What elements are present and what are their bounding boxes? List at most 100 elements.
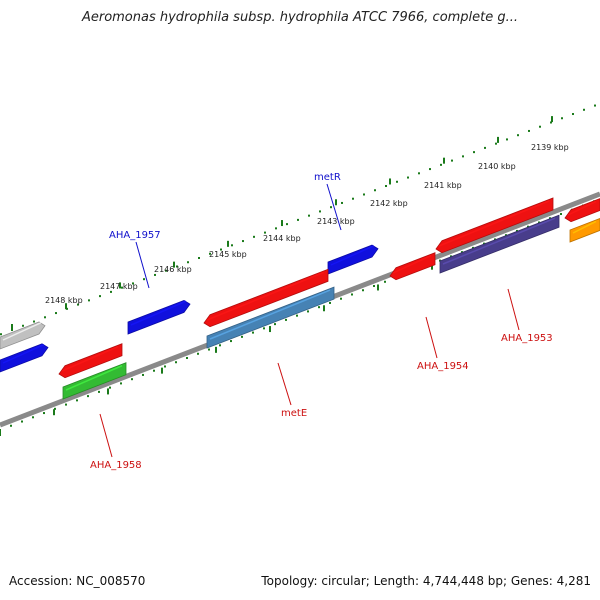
outer-ruler: 2148 kbp 2147 kbp 2146 kbp 2145 kbp 2144 kbp… xyxy=(0,104,596,336)
gene-arrow xyxy=(0,321,46,350)
ruler-dot xyxy=(495,142,497,145)
ruler-dot xyxy=(242,240,244,243)
gene-arrow xyxy=(0,343,49,373)
ruler-dot xyxy=(142,373,144,376)
ruler-dot xyxy=(76,399,78,402)
ruler-dot xyxy=(110,290,112,293)
ruler-dot xyxy=(451,159,453,162)
genome-stats-text: Topology: circular; Length: 4,744,448 bp… xyxy=(261,574,591,588)
ruler-dot xyxy=(0,333,2,336)
ruler-dot xyxy=(308,214,310,217)
ruler-label: 2140 kbp xyxy=(478,162,516,171)
ruler-dot xyxy=(197,352,199,355)
map-title: Aeromonas hydrophila subsp. hydrophila A… xyxy=(81,10,519,25)
gene-label: metE xyxy=(281,408,307,419)
ruler-dot xyxy=(572,113,574,116)
gene-arrow xyxy=(127,299,191,335)
gene-highlight xyxy=(572,220,597,234)
gene-leader-line xyxy=(99,413,113,458)
gene-features xyxy=(0,197,600,400)
ruler-dot xyxy=(43,412,45,415)
gene-highlight xyxy=(2,321,42,341)
ruler-dot xyxy=(407,176,409,179)
ruler-dot xyxy=(396,180,398,183)
ruler-dot xyxy=(65,403,67,406)
ruler-dot xyxy=(121,286,123,289)
ruler-label: 2142 kbp xyxy=(370,199,408,208)
gene-arrow xyxy=(206,286,335,349)
gene-highlight xyxy=(65,365,123,391)
ruler-dot xyxy=(198,257,200,260)
ruler-dot xyxy=(32,416,34,419)
ruler-dot xyxy=(153,369,155,372)
ruler-dot xyxy=(33,320,35,323)
ruler-label: 2145 kbp xyxy=(209,250,247,259)
gene-highlight xyxy=(438,200,550,247)
gene-highlight xyxy=(130,300,187,326)
ruler-dot xyxy=(340,297,342,300)
ruler-dot xyxy=(286,223,288,226)
ruler-label: 2141 kbp xyxy=(424,181,462,190)
ruler-dot xyxy=(241,335,243,338)
gene-highlight xyxy=(567,200,597,216)
ruler-dot xyxy=(285,318,287,321)
ruler-dot xyxy=(88,299,90,302)
ruler-dot xyxy=(473,151,475,154)
ruler-dot xyxy=(296,314,298,317)
ruler-dot xyxy=(10,424,12,427)
gene-labels: AHA_1957 metR AHA_1958 metE AHA_1954 AHA_1953 xyxy=(90,172,553,471)
ruler-dot xyxy=(528,129,530,132)
ruler-dot xyxy=(21,420,23,423)
ruler-dot xyxy=(187,261,189,264)
ruler-label: 2146 kbp xyxy=(154,265,192,274)
ruler-dot xyxy=(22,324,24,327)
ruler-dot xyxy=(87,395,89,398)
ruler-dot xyxy=(385,185,387,188)
gene-highlight xyxy=(61,346,119,372)
ruler-dot xyxy=(54,407,56,410)
ruler-dot xyxy=(175,361,177,364)
ruler-dot xyxy=(550,121,552,124)
ruler-dot xyxy=(99,295,101,298)
accession-text: Accession: NC_008570 xyxy=(9,574,146,588)
ruler-dot xyxy=(274,323,276,326)
ruler-label: 2139 kbp xyxy=(531,143,569,152)
ruler-label: 2147 kbp xyxy=(100,282,138,291)
gene-label: AHA_1953 xyxy=(501,333,553,344)
ruler-dot xyxy=(220,248,222,251)
ruler-dot xyxy=(252,331,254,334)
ruler-dot xyxy=(120,382,122,385)
gene-highlight xyxy=(330,245,375,266)
ruler-dot xyxy=(329,301,331,304)
ruler-dot xyxy=(539,125,541,128)
ruler-dot xyxy=(418,172,420,175)
ruler-dot xyxy=(307,310,309,313)
gene-arrow xyxy=(569,217,600,243)
ruler-dot xyxy=(560,213,562,216)
ruler-dot xyxy=(231,244,233,247)
ruler-dot xyxy=(484,146,486,149)
ruler-dot xyxy=(77,303,79,306)
ruler-dot xyxy=(44,316,46,319)
gene-highlight xyxy=(209,289,331,340)
gene-leader-line xyxy=(326,183,342,231)
ruler-dot xyxy=(429,168,431,171)
gene-label: AHA_1954 xyxy=(417,361,469,372)
gene-label: AHA_1957 xyxy=(109,230,161,241)
ruler-dot xyxy=(219,344,221,347)
ruler-dot xyxy=(362,289,364,292)
ruler-dot xyxy=(209,252,211,255)
gene-highlight xyxy=(392,254,432,274)
ruler-dot xyxy=(318,306,320,309)
ruler-dot xyxy=(462,155,464,158)
ruler-dot xyxy=(275,227,277,230)
ruler-dot xyxy=(594,104,596,107)
ruler-dot xyxy=(186,357,188,360)
ruler-dot xyxy=(341,201,343,204)
ruler-label: 2148 kbp xyxy=(45,296,83,305)
gene-arrow xyxy=(62,362,127,400)
gene-leader-line xyxy=(277,362,292,406)
gene-highlight xyxy=(2,343,45,364)
ruler-dot xyxy=(374,189,376,192)
ruler-dot xyxy=(164,365,166,368)
